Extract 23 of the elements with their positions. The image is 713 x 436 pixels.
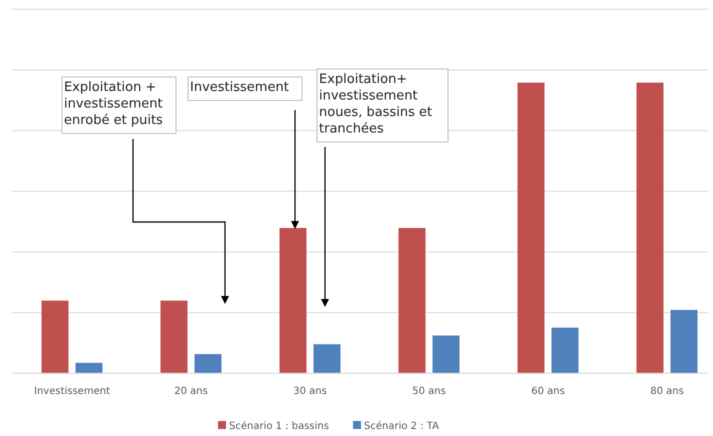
bar xyxy=(518,82,544,374)
bar xyxy=(42,300,68,374)
bar xyxy=(432,336,460,374)
annotation: Investissement xyxy=(190,80,289,95)
bar xyxy=(76,362,102,374)
bar xyxy=(670,310,698,374)
legend-label: Scénario 2 : TA xyxy=(364,421,440,432)
x-tick-label: 20 ans xyxy=(174,386,208,397)
bar xyxy=(194,354,222,374)
bar xyxy=(636,82,664,374)
annotation: Exploitation+ investissement noues, bassins et tranchées xyxy=(319,72,432,136)
x-tick-label: 80 ans xyxy=(650,386,684,397)
legend-label: Scénario 1 : bassins xyxy=(229,421,329,432)
bar xyxy=(398,228,426,374)
bar xyxy=(280,228,306,374)
bar xyxy=(552,328,578,374)
annotation: Exploitation + investissement enrobé et puits xyxy=(64,80,164,128)
x-tick-label: Investissement xyxy=(34,386,110,397)
x-tick-label: 30 ans xyxy=(293,386,327,397)
x-tick-label: 50 ans xyxy=(412,386,446,397)
x-tick-label: 60 ans xyxy=(531,386,565,397)
bar xyxy=(160,300,188,374)
bar xyxy=(314,344,340,374)
